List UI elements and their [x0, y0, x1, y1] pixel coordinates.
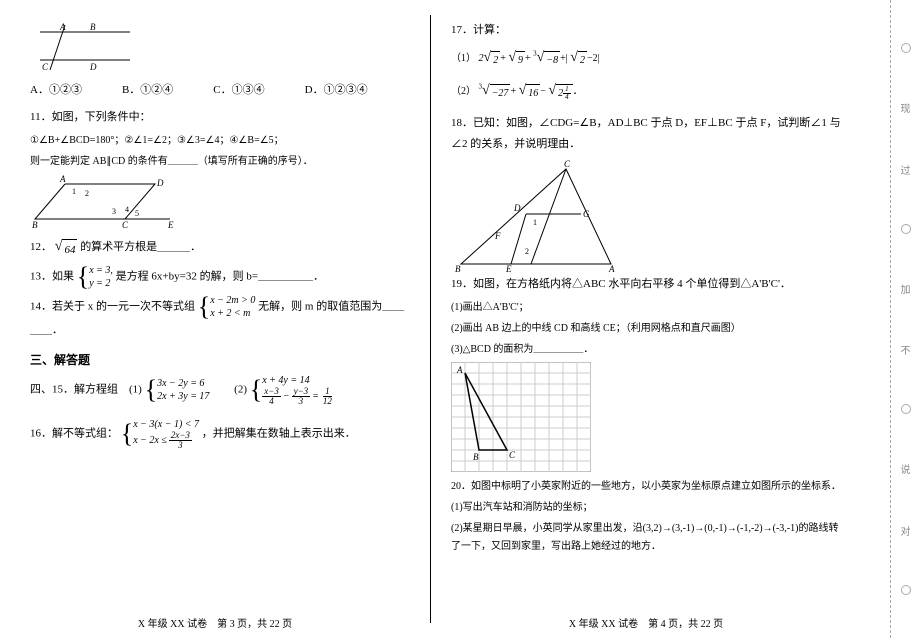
opt-b: B．①②④ — [122, 81, 173, 97]
opt-c: C．①③④ — [213, 81, 264, 97]
q15: 四、15．解方程组 (1) { 3x − 2y = 62x + 3y = 17 … — [30, 374, 415, 406]
svg-text:A: A — [456, 365, 463, 375]
q13: 13．如果 { x = 3,y = 2 是方程 6x+by=32 的解，则 b=… — [30, 264, 415, 290]
q10-options: A．①②③ B．①②④ C．①③④ D．①②③④ — [30, 81, 415, 97]
q18-figure: B A C D G F E 1 2 — [451, 159, 621, 274]
perf-char: 对 — [901, 523, 911, 538]
q20-2: (2)某星期日早晨，小英同学从家里出发，沿(3,2)→(3,-1)→(0,-1)… — [451, 520, 846, 556]
left-column: A B C D A．①②③ B．①②④ C．①③④ D．①②③④ 11．如图，下… — [0, 0, 430, 638]
perf-circle — [901, 585, 911, 595]
q17: 17．计算： — [451, 20, 846, 41]
svg-text:2: 2 — [85, 189, 89, 198]
q19-2: (2)画出 AB 边上的中线 CD 和高线 CE；（利用网格点和直尺画图） — [451, 320, 846, 338]
svg-text:B: B — [32, 220, 38, 230]
svg-text:C: C — [564, 159, 571, 169]
q19-1: (1)画出△A'B'C'； — [451, 299, 846, 317]
svg-text:B: B — [90, 22, 96, 32]
q12: 12． √64 的算术平方根是＿＿＿． — [30, 234, 415, 261]
svg-text:A: A — [59, 22, 66, 32]
perf-char: 过 — [901, 162, 911, 177]
svg-text:1: 1 — [533, 218, 537, 227]
q19: 19．如图，在方格纸内将△ABC 水平向右平移 4 个单位得到△A'B'C'． — [451, 274, 846, 295]
left-footer: X 年级 XX 试卷 第 3 页，共 22 页 — [0, 615, 430, 630]
opt-a: A．①②③ — [30, 81, 82, 97]
section-3-heading: 三、解答题 — [30, 351, 415, 368]
svg-text:C: C — [509, 450, 516, 460]
svg-text:F: F — [494, 231, 501, 241]
perf-char: 加 — [901, 281, 911, 296]
perf-circle — [901, 224, 911, 234]
svg-text:3: 3 — [112, 207, 116, 216]
q17-1: （1） 2√2+ √9+ 3√−8+| √2−2| — [451, 45, 846, 70]
q17-2: （2） 3√−27+ √16− √214． — [451, 78, 846, 103]
q20-1: (1)写出汽车站和消防站的坐标； — [451, 499, 846, 517]
svg-text:D: D — [156, 178, 164, 188]
q11-figure: A D B C E 1 2 3 4 5 — [30, 174, 180, 234]
q11-tail: 则一定能判定 AB∥CD 的条件有＿＿＿（填写所有正确的序号）． — [30, 153, 415, 171]
q11-conds: ①∠B+∠BCD=180°；②∠1=∠2；③∠3=∠4；④∠B=∠5； — [30, 132, 415, 150]
q16: 16．解不等式组： { x − 3(x − 1) < 7 x − 2x ≤ 2x… — [30, 418, 415, 450]
svg-text:E: E — [505, 264, 512, 274]
svg-text:D: D — [513, 203, 521, 213]
svg-text:A: A — [59, 174, 66, 184]
perf-circle — [901, 404, 911, 414]
perf-char: 说 — [901, 461, 911, 476]
svg-text:A: A — [608, 264, 615, 274]
perf-char: 不 — [901, 342, 911, 357]
right-column: 17．计算： （1） 2√2+ √9+ 3√−8+| √2−2| （2） 3√−… — [431, 0, 861, 638]
opt-d: D．①②③④ — [305, 81, 368, 97]
svg-text:E: E — [167, 220, 174, 230]
perf-circle — [901, 43, 911, 53]
q11-head: 11．如图，下列条件中： — [30, 107, 415, 128]
svg-text:2: 2 — [525, 247, 529, 256]
q19-3: (3)△BCD 的面积为＿＿＿＿＿． — [451, 341, 846, 359]
q18: 18．已知：如图，∠CDG=∠B，AD⊥BC 于点 D，EF⊥BC 于点 F，试… — [451, 113, 846, 155]
svg-text:4: 4 — [125, 205, 129, 214]
svg-text:5: 5 — [135, 209, 139, 218]
svg-text:D: D — [89, 62, 97, 72]
right-footer: X 年级 XX 试卷 第 4 页，共 22 页 — [431, 615, 861, 630]
sqrt-64: √64 — [55, 234, 78, 261]
perforation-edge: 现 过 加 不 说 对 — [890, 0, 920, 638]
q14: 14．若关于 x 的一元一次不等式组 { x − 2m > 0x + 2 < m… — [30, 294, 415, 341]
q20: 20．如图中标明了小英家附近的一些地方，以小英家为坐标原点建立如图所示的坐标系． — [451, 478, 846, 496]
q10-figure: A B C D — [30, 20, 140, 75]
svg-text:C: C — [42, 62, 49, 72]
svg-text:1: 1 — [72, 187, 76, 196]
svg-text:B: B — [473, 452, 479, 462]
perf-char: 现 — [901, 100, 911, 115]
svg-text:G: G — [583, 209, 590, 219]
q19-grid: A B C — [451, 362, 591, 472]
svg-text:B: B — [455, 264, 461, 274]
svg-text:C: C — [122, 220, 129, 230]
